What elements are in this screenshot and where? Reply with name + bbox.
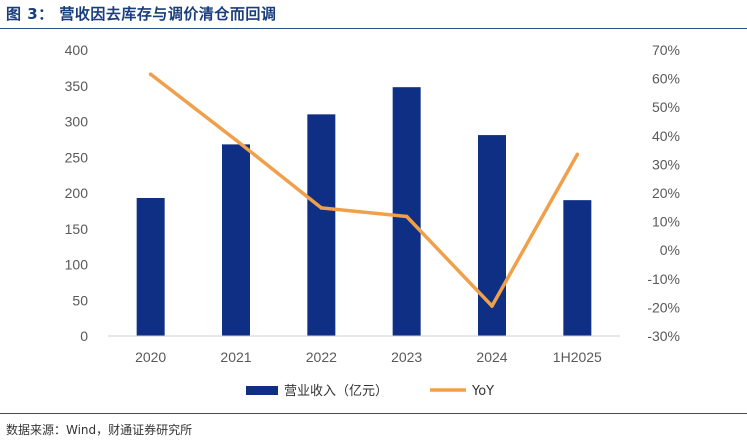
right-axis-tick-label: 30%	[652, 156, 680, 172]
right-axis-tick-label: 50%	[652, 99, 680, 115]
x-axis-ticks: 2020 2021 2022 2023 2024 1H2025	[135, 349, 602, 365]
revenue-bars	[136, 87, 592, 337]
bottom-divider	[0, 413, 747, 414]
legend-label-revenue: 营业收入（亿元）	[284, 384, 388, 399]
x-axis-tick-label: 2024	[476, 349, 507, 365]
revenue-bar	[222, 144, 250, 336]
left-axis-tick-label: 100	[65, 257, 89, 273]
right-axis-tick-label: 70%	[652, 42, 680, 58]
left-axis-tick-label: 350	[65, 78, 89, 94]
yoy-point	[234, 138, 238, 142]
x-axis-tick-label: 1H2025	[553, 349, 602, 365]
right-axis-tick-label: 40%	[652, 128, 680, 144]
left-axis-tick-label: 250	[65, 149, 89, 165]
right-axis: -30% -20% -10% 0% 10% 20% 30% 40% 50% 60% 70%	[647, 42, 680, 344]
legend-label-yoy: YoY	[471, 384, 494, 399]
left-axis-tick-label: 0	[80, 328, 88, 344]
right-axis-tick-label: 60%	[652, 71, 680, 87]
yoy-line	[148, 72, 580, 308]
right-axis-tick-label: 10%	[652, 214, 680, 230]
yoy-point	[404, 214, 409, 219]
right-axis-tick-label: -10%	[647, 271, 680, 287]
right-axis-tick-label: 20%	[652, 185, 680, 201]
x-axis-tick-label: 2021	[220, 349, 251, 365]
left-axis-tick-label: 200	[65, 185, 89, 201]
x-axis-tick-label: 2023	[391, 349, 422, 365]
left-axis-tick-label: 150	[65, 221, 89, 237]
yoy-point	[319, 206, 324, 210]
x-axis-tick-label: 2020	[135, 349, 166, 365]
left-axis-tick-label: 400	[65, 42, 89, 58]
legend: 营业收入（亿元） YoY	[246, 384, 494, 399]
revenue-bar	[307, 114, 336, 336]
left-axis: 0 50 100 150 200 250 300 350 400	[65, 42, 89, 344]
right-axis-tick-label: -20%	[647, 299, 680, 315]
yoy-point	[575, 152, 580, 157]
top-divider	[0, 28, 747, 29]
revenue-bar	[136, 198, 165, 336]
right-axis-tick-label: 0%	[660, 242, 680, 258]
right-axis-tick-label: -30%	[647, 328, 680, 344]
yoy-line-group	[148, 72, 580, 308]
source-note: 数据来源：Wind，财通证券研究所	[6, 423, 193, 437]
revenue-bar	[563, 200, 592, 336]
left-axis-tick-label: 300	[65, 114, 89, 130]
left-axis-tick-label: 50	[72, 292, 88, 308]
yoy-point	[490, 304, 494, 308]
revenue-bar	[392, 87, 421, 337]
legend-swatch-revenue	[246, 386, 278, 395]
figure-title: 图 3： 营收因去库存与调价清仓而回调	[6, 5, 277, 23]
yoy-point	[148, 72, 153, 77]
x-axis-tick-label: 2022	[306, 349, 337, 365]
